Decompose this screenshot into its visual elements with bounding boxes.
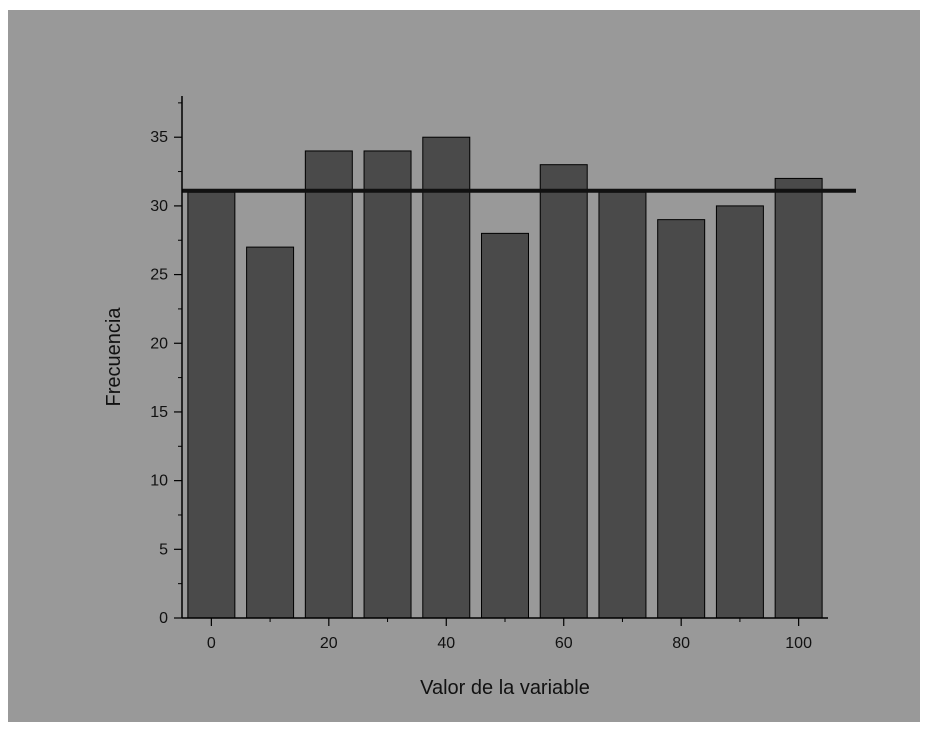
bar <box>657 219 706 619</box>
y-tick-label: 35 <box>150 129 168 146</box>
x-tick-label: 100 <box>785 635 812 652</box>
y-axis-label: Frecuencia <box>103 307 125 407</box>
y-tick-label: 5 <box>159 541 168 558</box>
x-tick-label: 60 <box>555 635 573 652</box>
bar <box>715 205 764 619</box>
bar <box>422 136 471 619</box>
bar <box>774 177 823 619</box>
bar <box>481 232 529 619</box>
bar <box>363 150 412 619</box>
y-tick-label: 25 <box>150 267 168 284</box>
x-axis-label: Valor de la variable <box>420 677 590 699</box>
bar-chart: 0 5 10 15 20 25 30 35 0 20 40 60 80 100 Valor de la … <box>103 96 856 699</box>
x-tick-label: 20 <box>320 635 338 652</box>
chart-canvas: 0 5 10 15 20 25 30 35 0 20 40 60 80 100 Valor de la … <box>8 10 920 722</box>
y-tick-label: 0 <box>159 610 168 627</box>
x-tick-label: 80 <box>672 635 690 652</box>
y-tick-label: 15 <box>150 404 168 421</box>
bar <box>187 191 236 619</box>
bars-group <box>187 136 823 619</box>
bar <box>539 164 588 619</box>
y-tick-label: 20 <box>150 335 168 352</box>
y-tick-label: 30 <box>150 198 168 215</box>
bar <box>246 246 295 619</box>
y-tick-label: 10 <box>150 473 168 490</box>
y-ticks-group: 0 5 10 15 20 25 30 35 <box>150 102 182 627</box>
x-ticks-group: 0 20 40 60 80 100 <box>207 618 812 652</box>
bar <box>598 191 647 619</box>
bar <box>304 150 353 619</box>
x-tick-label: 0 <box>207 635 216 652</box>
x-tick-label: 40 <box>437 635 455 652</box>
